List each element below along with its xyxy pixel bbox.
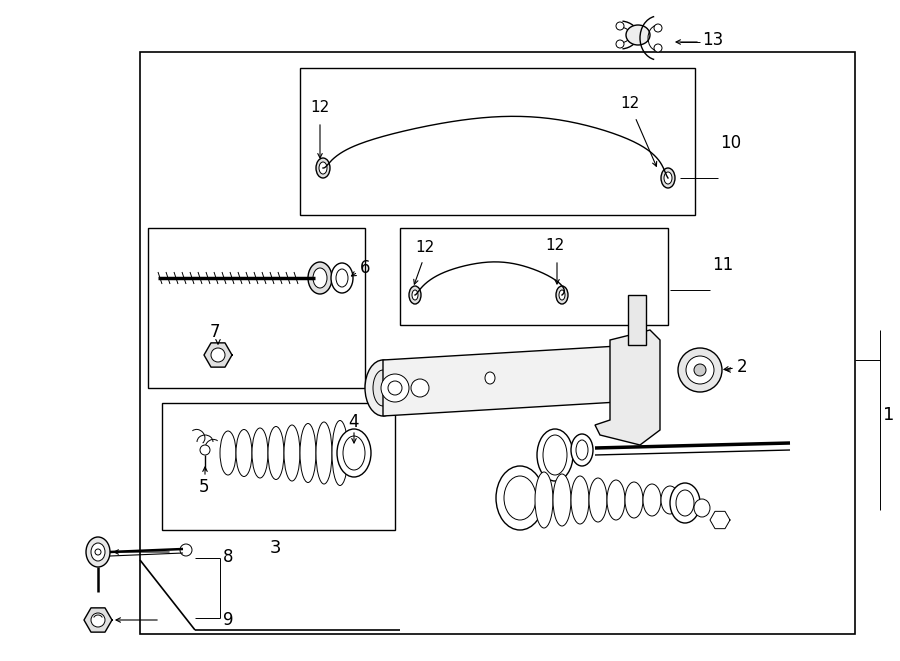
Ellipse shape <box>236 430 252 477</box>
Ellipse shape <box>284 425 300 481</box>
Ellipse shape <box>496 466 544 530</box>
Ellipse shape <box>535 472 553 528</box>
Text: 4: 4 <box>348 413 358 431</box>
Ellipse shape <box>268 426 284 479</box>
Text: 6: 6 <box>360 259 371 277</box>
Ellipse shape <box>678 348 722 392</box>
Circle shape <box>411 379 429 397</box>
Polygon shape <box>84 608 112 632</box>
Ellipse shape <box>686 356 714 384</box>
Ellipse shape <box>571 476 589 524</box>
Text: 1: 1 <box>883 406 895 424</box>
Ellipse shape <box>316 158 330 178</box>
Text: 12: 12 <box>310 100 329 116</box>
Circle shape <box>654 44 662 52</box>
Circle shape <box>180 544 192 556</box>
Ellipse shape <box>625 482 643 518</box>
Text: 12: 12 <box>415 241 434 256</box>
Bar <box>162 403 395 530</box>
Bar <box>628 295 646 345</box>
Text: 10: 10 <box>720 134 741 152</box>
Ellipse shape <box>485 372 495 384</box>
Ellipse shape <box>556 286 568 304</box>
Ellipse shape <box>664 172 672 184</box>
Ellipse shape <box>537 429 573 481</box>
Ellipse shape <box>559 290 565 300</box>
Ellipse shape <box>553 474 571 526</box>
Circle shape <box>211 348 225 362</box>
Ellipse shape <box>373 370 393 406</box>
Bar <box>300 68 695 215</box>
Ellipse shape <box>91 543 105 561</box>
Ellipse shape <box>337 429 371 477</box>
Ellipse shape <box>332 420 348 485</box>
Ellipse shape <box>412 290 418 300</box>
Ellipse shape <box>220 431 236 475</box>
Circle shape <box>200 445 210 455</box>
Ellipse shape <box>670 483 700 523</box>
Circle shape <box>91 613 105 627</box>
Text: 13: 13 <box>702 31 724 49</box>
Circle shape <box>616 40 624 48</box>
Text: 3: 3 <box>270 539 282 557</box>
Text: 7: 7 <box>210 323 220 341</box>
Text: 8: 8 <box>223 548 233 566</box>
Polygon shape <box>204 343 232 367</box>
Ellipse shape <box>86 537 110 567</box>
Ellipse shape <box>252 428 268 478</box>
Text: 9: 9 <box>223 611 233 629</box>
Ellipse shape <box>694 364 706 376</box>
Ellipse shape <box>365 360 401 416</box>
Text: 12: 12 <box>545 237 564 253</box>
Ellipse shape <box>589 478 607 522</box>
Ellipse shape <box>607 480 625 520</box>
Bar <box>140 52 855 634</box>
Polygon shape <box>383 345 635 416</box>
Ellipse shape <box>316 422 332 484</box>
Bar <box>148 228 365 388</box>
Circle shape <box>381 374 409 402</box>
Ellipse shape <box>571 434 593 466</box>
Ellipse shape <box>409 286 421 304</box>
Ellipse shape <box>308 262 332 294</box>
Ellipse shape <box>661 486 679 514</box>
Ellipse shape <box>319 162 327 174</box>
Text: 2: 2 <box>737 358 748 376</box>
Ellipse shape <box>694 499 710 517</box>
Ellipse shape <box>661 168 675 188</box>
Circle shape <box>616 22 624 30</box>
Ellipse shape <box>643 484 661 516</box>
Ellipse shape <box>300 424 316 483</box>
Bar <box>400 228 668 325</box>
Ellipse shape <box>331 263 353 293</box>
Circle shape <box>654 24 662 32</box>
Text: 12: 12 <box>620 95 639 110</box>
Text: 11: 11 <box>712 256 733 274</box>
Ellipse shape <box>626 25 650 45</box>
Text: 5: 5 <box>199 478 210 496</box>
Polygon shape <box>595 330 660 445</box>
Ellipse shape <box>313 268 327 288</box>
